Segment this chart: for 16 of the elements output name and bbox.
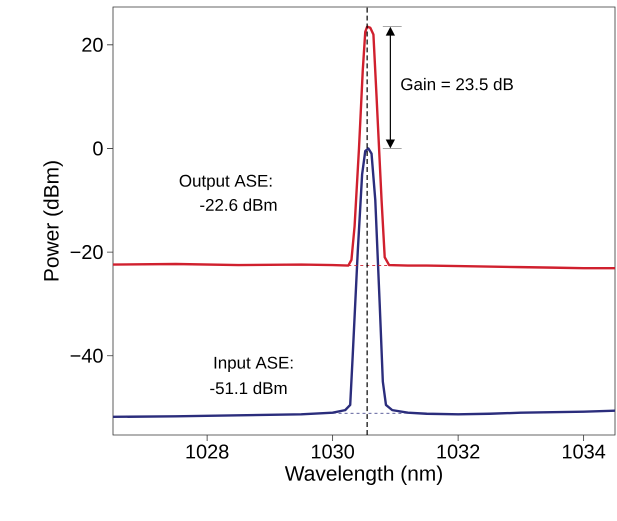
y-tick-label: −40 bbox=[70, 348, 103, 363]
x-tick-label: 1032 bbox=[437, 444, 480, 459]
y-tick-label: 20 bbox=[82, 38, 103, 52]
annotation: Input ASE: bbox=[214, 356, 292, 372]
line-series bbox=[113, 147, 616, 418]
x-tick-label: 1030 bbox=[312, 444, 354, 459]
y-tick-label: −20 bbox=[70, 245, 103, 260]
x-axis-title: Wavelength (nm) bbox=[284, 465, 442, 485]
annotation: Gain = 23.5 dB bbox=[401, 78, 513, 90]
x-tick-label: 1028 bbox=[186, 444, 228, 459]
y-tick-label: 0 bbox=[93, 141, 103, 156]
x-tick-label: 1034 bbox=[562, 444, 606, 459]
annotation: Output ASE: bbox=[180, 174, 272, 190]
annotation: -22.6 dBm bbox=[200, 198, 276, 211]
annotation: -51.1 dBm bbox=[210, 382, 286, 394]
y-axis-title: Power (dBm) bbox=[43, 161, 63, 280]
